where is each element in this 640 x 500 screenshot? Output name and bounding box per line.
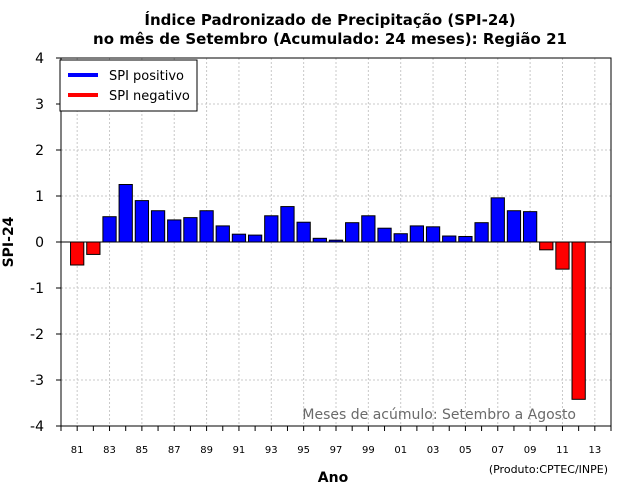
x-tick-label: 95 bbox=[297, 445, 310, 456]
y-tick-label: 4 bbox=[35, 51, 44, 67]
y-tick-label: 2 bbox=[35, 143, 44, 159]
x-tick-label: 03 bbox=[427, 445, 440, 456]
x-tick-label: 93 bbox=[265, 445, 278, 456]
chart-title-line1: Índice Padronizado de Precipitação (SPI-… bbox=[144, 10, 515, 29]
x-tick-label: 07 bbox=[491, 445, 504, 456]
x-tick-label: 97 bbox=[330, 445, 343, 456]
x-tick-label: 01 bbox=[394, 445, 407, 456]
bar-1981 bbox=[70, 241, 85, 266]
bar-1995 bbox=[296, 221, 311, 243]
bar-1991 bbox=[231, 233, 247, 243]
bar-2005 bbox=[458, 235, 473, 243]
y-tick-label: -3 bbox=[30, 373, 44, 389]
bar-2000 bbox=[377, 227, 392, 243]
legend: SPI positivo SPI negativo bbox=[59, 59, 198, 112]
bar-1989 bbox=[199, 210, 214, 243]
y-axis-label: SPI-24 bbox=[1, 216, 17, 267]
x-tick-label: 81 bbox=[71, 445, 84, 456]
bar-1985 bbox=[134, 200, 150, 243]
x-axis-ticks: 81 83 85 87 89 91 93 95 97 99 01 03 05 07 09 11 13 bbox=[60, 426, 612, 456]
bar-1984 bbox=[118, 184, 133, 243]
x-tick-label: 87 bbox=[168, 445, 181, 456]
accumulation-note: Meses de acúmulo: Setembro a Agosto bbox=[302, 407, 576, 423]
bars bbox=[70, 184, 586, 400]
y-tick-label: 3 bbox=[35, 97, 44, 113]
x-tick-label: 13 bbox=[588, 445, 601, 456]
bar-2006 bbox=[474, 222, 489, 243]
bar-1990 bbox=[215, 225, 230, 243]
x-tick-label: 91 bbox=[233, 445, 246, 456]
x-tick-label: 83 bbox=[103, 445, 116, 456]
legend-box bbox=[59, 59, 198, 112]
bar-1992 bbox=[247, 234, 263, 243]
chart-title-line2: no mês de Setembro (Acumulado: 24 meses)… bbox=[93, 30, 567, 48]
bar-1988 bbox=[183, 217, 198, 243]
bar-1983 bbox=[102, 216, 117, 243]
bar-1986 bbox=[150, 210, 166, 243]
bar-1993 bbox=[264, 215, 279, 243]
y-axis-ticks: -4 -3 -2 -1 0 1 2 3 4 bbox=[30, 51, 61, 435]
bar-1994 bbox=[280, 206, 295, 243]
bar-2001 bbox=[393, 233, 408, 243]
bar-2004 bbox=[442, 235, 457, 243]
y-tick-label: -2 bbox=[30, 327, 44, 343]
x-tick-label: 89 bbox=[200, 445, 213, 456]
x-tick-label: 05 bbox=[459, 445, 472, 456]
product-credit: (Produto:CPTEC/INPE) bbox=[489, 463, 608, 476]
y-tick-label: -1 bbox=[30, 281, 44, 297]
y-tick-label: -4 bbox=[30, 419, 44, 435]
x-tick-label: 99 bbox=[362, 445, 375, 456]
y-tick-label: 1 bbox=[35, 189, 44, 205]
legend-label-positive: SPI positivo bbox=[109, 69, 184, 84]
bar-2002 bbox=[409, 225, 425, 243]
bar-2008 bbox=[506, 210, 522, 243]
x-tick-label: 11 bbox=[556, 445, 569, 456]
x-tick-label: 09 bbox=[524, 445, 537, 456]
x-tick-label: 85 bbox=[136, 445, 149, 456]
bar-2010 bbox=[539, 241, 554, 251]
bar-2012 bbox=[571, 241, 586, 400]
bar-2011 bbox=[555, 241, 570, 270]
x-axis-label: Ano bbox=[318, 470, 349, 486]
bar-2003 bbox=[425, 226, 441, 243]
bar-1999 bbox=[361, 215, 376, 243]
legend-label-negative: SPI negativo bbox=[109, 89, 190, 104]
bar-1998 bbox=[345, 222, 360, 243]
bar-1996 bbox=[312, 237, 327, 243]
y-tick-label: 0 bbox=[35, 235, 44, 251]
bar-2007 bbox=[490, 197, 505, 243]
bar-2009 bbox=[522, 211, 538, 243]
bar-1982 bbox=[86, 241, 101, 255]
bar-1987 bbox=[167, 219, 182, 243]
